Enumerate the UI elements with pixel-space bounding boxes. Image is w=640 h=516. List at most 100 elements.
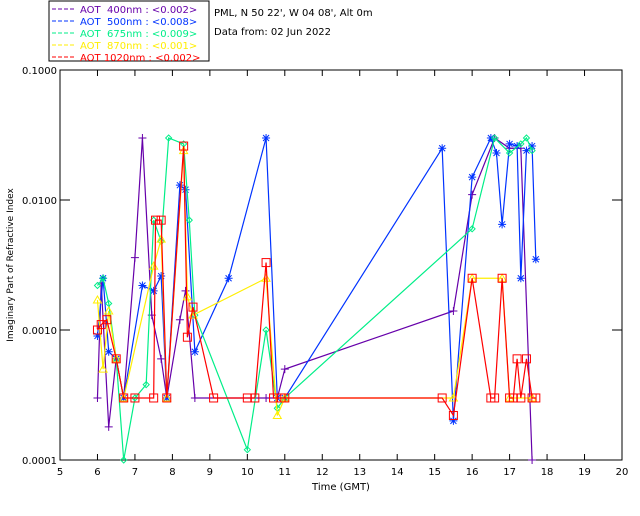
data-point-asterisk <box>486 133 495 142</box>
series-line <box>96 136 533 461</box>
data-point-asterisk <box>516 274 525 283</box>
y-axis-label: Imaginary Part of Refractive Index <box>6 187 16 341</box>
y-tick-label: 0.0010 <box>22 326 57 337</box>
series-4 <box>92 141 541 420</box>
x-tick-label: 16 <box>466 467 479 478</box>
x-tick-label: 8 <box>169 467 175 478</box>
data-point-diamond <box>119 456 128 464</box>
data-point-triangle <box>98 364 108 373</box>
data-point-diamond <box>528 146 536 155</box>
x-tick-label: 5 <box>57 467 63 478</box>
series-line <box>96 146 536 418</box>
data-point-plus <box>280 365 289 374</box>
data-point-diamond <box>243 445 252 454</box>
x-tick-label: 6 <box>94 467 100 478</box>
data-point-asterisk <box>93 331 102 340</box>
data-point-plus <box>190 393 199 402</box>
data-point-square <box>182 332 192 342</box>
legend-entry: AOT 675nm : <0.009> <box>80 29 197 40</box>
x-tick-label: 18 <box>541 467 554 478</box>
data-point-plus <box>468 190 477 199</box>
data-point-diamond <box>262 326 270 334</box>
data-point-plus <box>130 253 139 262</box>
data-point-square <box>269 393 279 403</box>
data-point-asterisk <box>492 148 501 157</box>
x-tick-label: 13 <box>353 467 366 478</box>
series-line <box>96 136 537 421</box>
data-point-triangle <box>103 305 114 315</box>
data-point-square <box>96 320 106 330</box>
data-point-square <box>467 273 477 283</box>
data-point-asterisk <box>190 347 199 356</box>
data-point-diamond <box>505 149 514 157</box>
x-tick-label: 10 <box>241 467 254 478</box>
data-point-square <box>531 393 541 403</box>
y-tick-label: 0.1000 <box>22 66 57 77</box>
data-point-asterisk <box>522 146 531 155</box>
data-point-square <box>497 273 507 283</box>
data-point-plus <box>262 393 271 402</box>
data-point-diamond <box>164 134 173 142</box>
data-point-asterisk <box>224 274 233 283</box>
data-point-triangle <box>156 234 167 243</box>
plot-frame <box>59 69 623 461</box>
data-point-diamond <box>517 140 525 148</box>
data-point-diamond <box>185 216 193 224</box>
data-point-square <box>130 393 140 403</box>
data-point-asterisk <box>449 416 458 425</box>
axes: 5 6 7 8 9 10 11 12 13 14 15 16 17 18 19 20 0.0001 0.0010 0… <box>22 66 628 478</box>
data-point-square <box>102 315 112 325</box>
data-point-triangle <box>182 291 193 301</box>
data-point-diamond <box>131 394 139 402</box>
data-point-triangle <box>272 410 283 419</box>
data-point-diamond <box>490 134 499 142</box>
data-point-asterisk <box>157 272 166 281</box>
data-point-asterisk <box>138 281 147 290</box>
data-point-diamond <box>522 134 531 142</box>
data-point-triangle <box>92 295 103 304</box>
legend: AOT 400nm : <0.002>AOT 500nm : <0.008>AO… <box>52 5 200 64</box>
data-point-asterisk <box>149 286 158 295</box>
data-point-asterisk <box>104 347 113 356</box>
x-tick-label: 15 <box>428 467 441 478</box>
data-point-asterisk <box>505 139 514 148</box>
y-tick-label: 0.0100 <box>22 196 57 207</box>
data-point-square <box>521 354 531 364</box>
data-point-plus <box>175 315 184 324</box>
data-point-square <box>111 354 121 364</box>
data-point-asterisk <box>468 173 477 182</box>
data-point-square <box>151 215 161 225</box>
data-point-square <box>516 393 526 403</box>
data-point-square <box>188 302 198 312</box>
data-point-square <box>119 393 129 403</box>
data-point-plus <box>104 422 113 431</box>
data-point-asterisk <box>531 255 540 264</box>
y-tick-label: 0.0001 <box>22 456 57 467</box>
data-point-plus <box>528 456 537 464</box>
data-point-plus <box>449 307 458 316</box>
data-point-asterisk <box>438 144 447 153</box>
data-point-triangle <box>148 261 159 270</box>
x-tick-label: 20 <box>616 467 629 478</box>
data-point-square <box>242 393 252 403</box>
data-point-square <box>490 393 500 403</box>
data-point-asterisk <box>528 142 537 151</box>
series-group <box>92 133 541 464</box>
data-point-asterisk <box>175 181 184 190</box>
x-tick-label: 14 <box>391 467 404 478</box>
data-point-asterisk <box>181 185 190 194</box>
legend-entry: AOT 400nm : <0.002> <box>80 5 197 16</box>
data-point-diamond <box>93 281 102 290</box>
data-point-square <box>437 393 447 403</box>
data-point-triangle <box>261 273 271 282</box>
x-tick-label: 7 <box>132 467 138 478</box>
data-point-square <box>149 393 159 403</box>
data-point-plus <box>157 354 166 363</box>
data-point-square <box>156 215 166 225</box>
data-point-square <box>209 393 219 403</box>
x-tick-label: 12 <box>316 467 329 478</box>
data-point-diamond <box>99 274 107 282</box>
x-tick-label: 11 <box>278 467 291 478</box>
legend-entry: AOT 500nm : <0.008> <box>80 17 197 28</box>
